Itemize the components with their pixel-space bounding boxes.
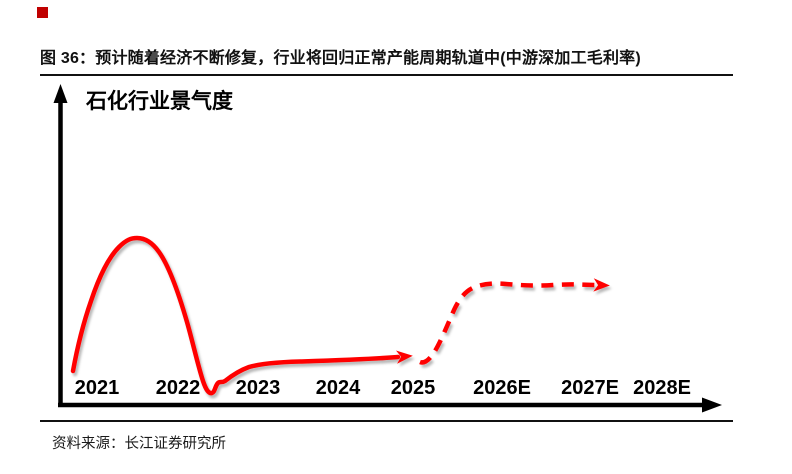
x-tick-2028e: 2028E (633, 377, 691, 399)
x-axis (58, 397, 722, 413)
footer-divider (40, 420, 733, 422)
x-tick-2021: 2021 (74, 377, 120, 399)
history-curve-solid (70, 235, 413, 396)
x-tick-2027e: 2027E (561, 377, 619, 399)
y-axis (53, 84, 68, 404)
x-tick-2024: 2024 (315, 377, 361, 399)
figure-caption-text: 图 36：预计随着经济不断修复，行业将回归正常产能周期轨道中(中游深加工毛利率) (40, 50, 641, 67)
x-tick-2026e: 2026E (473, 377, 531, 399)
figure-caption: 图 36：预计随着经济不断修复，行业将回归正常产能周期轨道中(中游深加工毛利率) (40, 49, 733, 76)
forecast-curve-dashed (419, 278, 610, 365)
chart-title: 石化行业景气度 (86, 90, 233, 113)
x-tick-2022: 2022 (155, 377, 201, 399)
section-bullet-marker (37, 7, 48, 18)
y-axis-arrow-icon (53, 84, 68, 103)
source-note: 资料来源：长江证券研究所 (52, 436, 226, 452)
x-tick-2025: 2025 (390, 377, 436, 399)
x-axis-arrow-icon (702, 397, 722, 413)
x-tick-2023: 2023 (235, 377, 281, 399)
